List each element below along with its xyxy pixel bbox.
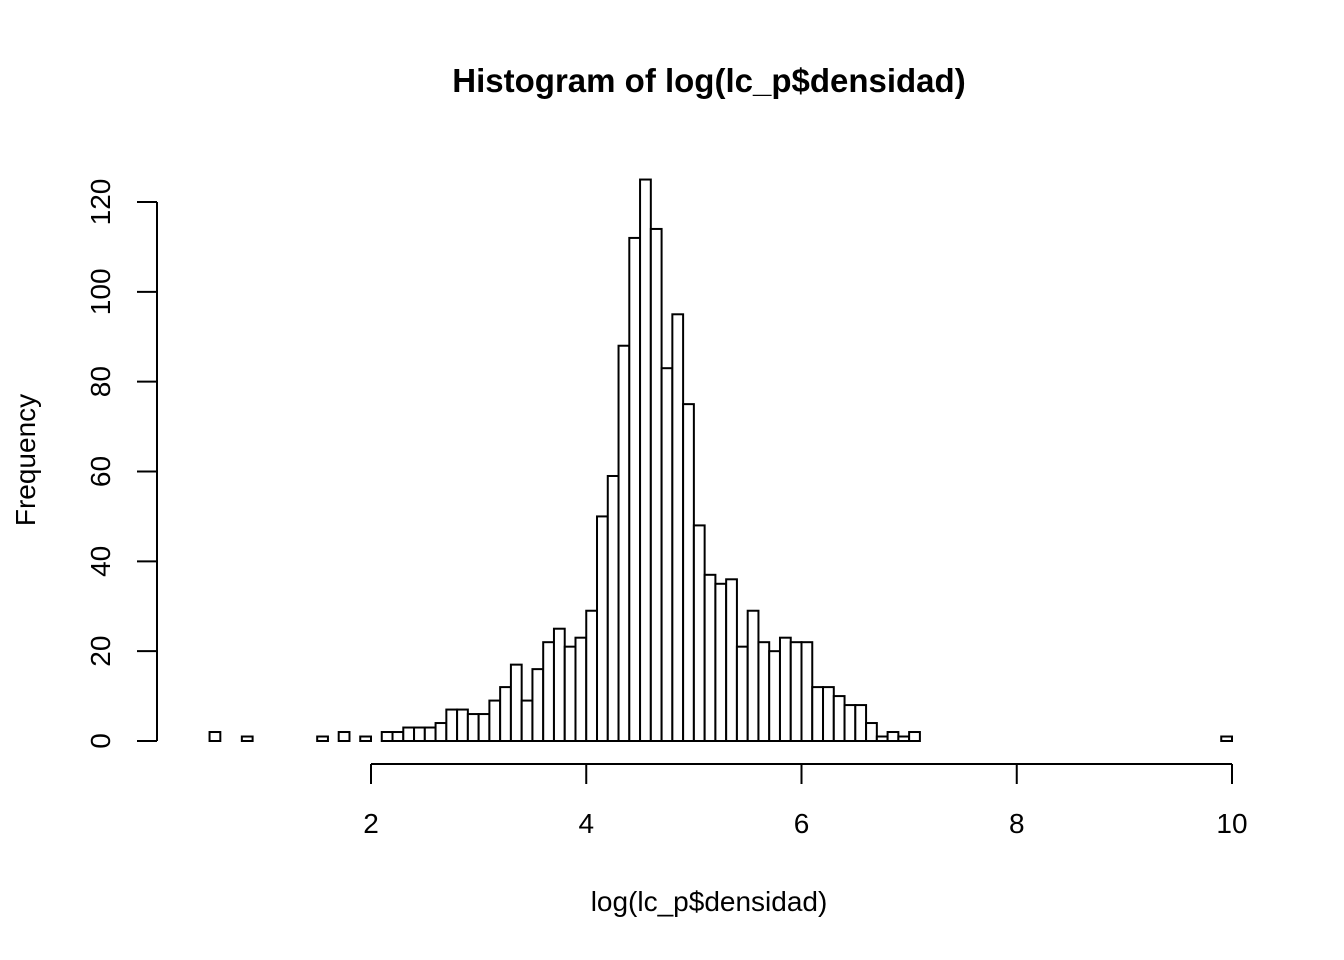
histogram-bar xyxy=(402,726,416,743)
y-tick-label: 40 xyxy=(85,546,116,577)
histogram-bar xyxy=(552,627,566,743)
histogram-bar xyxy=(843,704,857,743)
histogram-bar xyxy=(391,731,405,743)
histogram-bar xyxy=(585,609,599,742)
histogram-bar xyxy=(832,695,846,743)
y-tick-label: 60 xyxy=(85,456,116,487)
histogram-bar xyxy=(208,731,222,743)
histogram-bar xyxy=(692,524,706,743)
histogram-bar xyxy=(703,573,717,742)
histogram-bar xyxy=(865,722,878,743)
histogram-bar xyxy=(735,645,749,742)
histogram-bar xyxy=(757,641,771,742)
histogram-bar xyxy=(240,735,254,743)
histogram-bar xyxy=(337,731,351,743)
histogram-bar xyxy=(466,713,480,742)
histogram-bar xyxy=(316,735,329,743)
histogram-bar xyxy=(660,367,674,742)
histogram-bar xyxy=(811,686,825,742)
histogram-bar xyxy=(563,645,577,742)
x-tick-label: 6 xyxy=(794,808,810,839)
histogram-bar xyxy=(875,735,889,743)
histogram-bar xyxy=(714,582,728,742)
histogram-bar xyxy=(768,650,781,742)
histogram-bar xyxy=(800,641,814,742)
y-tick-label: 120 xyxy=(85,179,116,226)
y-tick-label: 80 xyxy=(85,366,116,397)
y-axis: 0 20 40 60 80 100 120 xyxy=(85,179,158,749)
histogram-bar xyxy=(380,731,394,743)
histogram-bar xyxy=(574,636,588,742)
histogram-bar xyxy=(725,578,738,742)
histogram-bar xyxy=(509,663,523,743)
histogram-bar xyxy=(488,699,502,743)
x-tick-label: 2 xyxy=(363,808,379,839)
histogram-bar xyxy=(789,641,803,742)
x-tick-label: 8 xyxy=(1009,808,1025,839)
histogram-bar xyxy=(423,726,437,743)
histogram-bar xyxy=(596,515,609,742)
y-ticks: 0 20 40 60 80 100 120 xyxy=(85,179,157,749)
x-ticks: 2 4 6 8 10 xyxy=(363,764,1248,839)
x-tick-label: 10 xyxy=(1216,808,1247,839)
y-axis-label: Frequency xyxy=(10,394,41,526)
histogram-bar xyxy=(520,699,534,743)
histogram-bar xyxy=(897,735,911,743)
y-tick-label: 0 xyxy=(85,733,116,749)
bars-group xyxy=(208,178,1233,743)
histogram-bar xyxy=(499,686,512,742)
histogram-bar xyxy=(822,686,835,742)
histogram-bar xyxy=(477,713,491,742)
x-axis-label: log(lc_p$densidad) xyxy=(591,886,828,917)
histogram-bar xyxy=(617,344,631,742)
y-tick-label: 20 xyxy=(85,636,116,667)
histogram-bar xyxy=(671,313,685,742)
x-tick-label: 4 xyxy=(578,808,594,839)
histogram-bar xyxy=(359,735,372,743)
histogram-bar xyxy=(854,704,868,743)
histogram-bar xyxy=(628,236,642,742)
histogram-bar xyxy=(445,708,459,742)
histogram-bar xyxy=(531,668,545,743)
histogram-bar xyxy=(542,641,555,742)
histogram-bar xyxy=(456,708,469,742)
histogram-bar xyxy=(682,403,695,742)
histogram-bar xyxy=(434,722,448,743)
y-tick-label: 100 xyxy=(85,268,116,315)
histogram-bar xyxy=(606,474,620,742)
histogram-bar xyxy=(413,726,426,743)
histogram-bar xyxy=(1220,735,1233,743)
histogram-bar xyxy=(886,731,900,743)
histogram-bar xyxy=(639,178,652,743)
histogram-bar xyxy=(908,731,921,743)
histogram-bar xyxy=(778,636,792,742)
histogram-bar xyxy=(746,609,760,742)
histogram-bar xyxy=(649,227,663,742)
chart-title: Histogram of log(lc_p$densidad) xyxy=(452,62,965,99)
x-axis: 2 4 6 8 10 xyxy=(363,763,1248,839)
